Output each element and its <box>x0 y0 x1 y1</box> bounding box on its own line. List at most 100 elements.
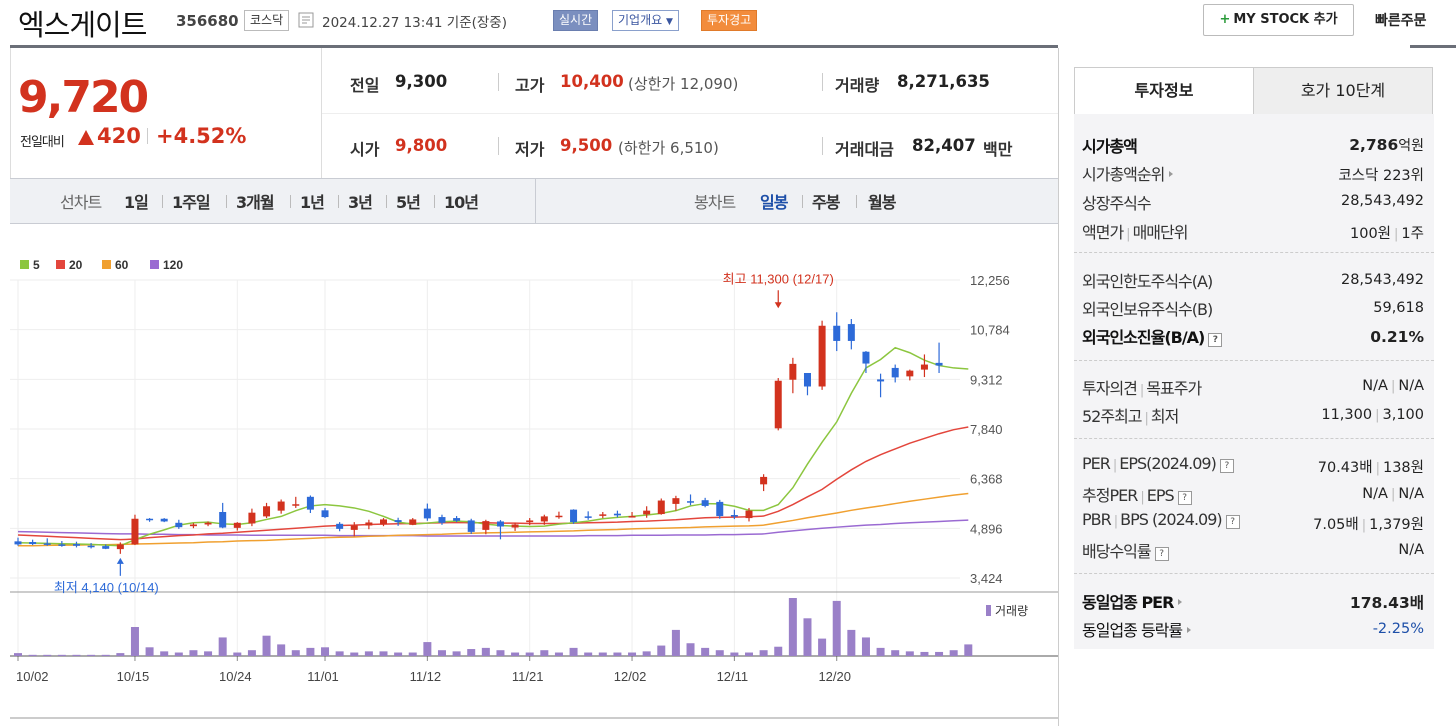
candle-up <box>657 500 665 515</box>
candle-monthly[interactable]: 월봉 <box>868 193 896 212</box>
target-value: N/A <box>1398 378 1424 394</box>
help-icon[interactable]: ? <box>1225 515 1240 529</box>
candle-up <box>555 515 563 518</box>
volume-bar <box>511 652 520 656</box>
legend-swatch <box>150 260 159 269</box>
opinion-target-value: N/A | N/A <box>1362 378 1424 394</box>
triangle-right-icon <box>1178 599 1183 605</box>
candle-down <box>72 544 80 546</box>
candle-up <box>380 519 387 525</box>
est-eps-label: EPS <box>1146 486 1175 505</box>
help-icon[interactable]: ? <box>1208 333 1223 347</box>
x-tick-label: 12/11 <box>717 669 749 684</box>
volume-bar <box>28 654 37 656</box>
amount-value: 82,407 <box>912 136 976 155</box>
candle-down <box>321 510 329 518</box>
volume-bar <box>291 650 300 656</box>
x-tick-label: 12/02 <box>614 669 647 684</box>
eps-label: EPS(2024.09) <box>1119 454 1217 473</box>
w52-low-value: 3,100 <box>1382 407 1424 423</box>
help-icon[interactable]: ? <box>1219 459 1234 473</box>
volume-bar <box>964 644 973 656</box>
w52-high-label: 52주최고 <box>1082 407 1143 426</box>
x-tick-label: 10/15 <box>117 669 150 684</box>
mcap-rank-value: 코스닥 223위 <box>1338 168 1424 184</box>
par-unit-label: 액면가 | 매매단위 <box>1082 219 1188 243</box>
divider <box>856 195 857 208</box>
triangle-right-icon <box>1169 171 1174 177</box>
prev-close-label: 전일 <box>350 76 380 95</box>
prev-close-value: 9,300 <box>395 72 448 91</box>
quick-order-button[interactable]: 빠른주문 <box>1375 13 1427 29</box>
warning-badge[interactable]: 투자경고 <box>701 10 758 31</box>
divider <box>1074 573 1434 574</box>
divider <box>434 195 435 208</box>
divider <box>498 137 499 155</box>
mcap-rank-link[interactable]: 시가총액순위 <box>1082 161 1174 185</box>
ma60-line <box>18 492 969 547</box>
help-icon[interactable]: ? <box>1177 491 1192 505</box>
period-1y[interactable]: 1년 <box>300 193 325 212</box>
volume-bar <box>87 654 96 656</box>
div-yield-label: 배당수익률? <box>1082 538 1169 562</box>
volume-bar <box>394 652 403 656</box>
divider: | <box>1375 408 1380 423</box>
industry-per-link[interactable]: 동일업종 PER <box>1082 589 1183 613</box>
per-label: PER <box>1082 454 1111 473</box>
tab-invest-info[interactable]: 투자정보 <box>1074 67 1254 115</box>
volume-bar <box>14 653 22 656</box>
volume-bar <box>861 637 870 656</box>
tab-hoga-10[interactable]: 호가 10단계 <box>1253 67 1433 115</box>
divider <box>535 179 536 223</box>
candle-down <box>467 520 475 532</box>
period-3y[interactable]: 3년 <box>348 193 373 212</box>
est-eps-value: N/A <box>1398 486 1424 502</box>
candle-daily[interactable]: 일봉 <box>760 193 788 212</box>
volume-bar <box>496 650 505 656</box>
open-value: 9,800 <box>395 136 448 155</box>
volume-bar <box>72 654 81 656</box>
price-chart[interactable]: 12,256 10,784 9,312 7,840 6,368 4,896 3,424 10/… <box>10 224 1058 726</box>
candle-down <box>613 513 621 516</box>
candle-up <box>643 510 651 515</box>
legend-label: 120 <box>163 258 183 272</box>
volume-bar <box>423 642 432 656</box>
volume-bar <box>891 650 900 656</box>
period-10y[interactable]: 10년 <box>444 193 479 212</box>
period-5y[interactable]: 5년 <box>396 193 421 212</box>
bps-label: BPS (2024.09) <box>1120 510 1223 529</box>
industry-change-link[interactable]: 동일업종 등락률 <box>1082 617 1192 641</box>
divider: | <box>1375 461 1380 476</box>
candle-down <box>306 496 314 510</box>
candle-up <box>263 506 271 517</box>
volume-value: 8,271,635 <box>897 72 990 91</box>
candle-down <box>146 518 154 521</box>
help-icon[interactable]: ? <box>1154 547 1169 561</box>
legend-swatch <box>56 260 65 269</box>
volume-bar <box>467 649 476 656</box>
per-eps-label: PER | EPS(2024.09)? <box>1082 454 1234 473</box>
invest-info-panel <box>1074 114 1434 649</box>
y-tick-label: 6,368 <box>970 472 1003 487</box>
foreign-ratio-label: 외국인소진율(B/A)? <box>1082 324 1223 348</box>
stock-name: 엑스게이트 <box>18 8 147 42</box>
up-arrow-icon <box>78 130 94 145</box>
period-3m[interactable]: 3개월 <box>236 193 275 212</box>
period-1d[interactable]: 1일 <box>124 193 149 212</box>
market-badge: 코스닥 <box>244 10 290 31</box>
stock-code: 356680 <box>176 12 239 30</box>
pbr-bps-value: 7.05배 | 1,379원 <box>1313 513 1424 534</box>
industry-change-value: -2.25% <box>1372 621 1424 637</box>
company-info-dropdown[interactable]: 기업개요 ▼ <box>612 10 679 31</box>
volume-bar <box>204 651 213 656</box>
realtime-button[interactable]: 실시간 <box>553 10 599 31</box>
volume-bar <box>160 651 169 656</box>
add-mystock-button[interactable]: + MY STOCK 추가 <box>1203 4 1354 36</box>
candle-up <box>116 544 124 550</box>
candle-weekly[interactable]: 주봉 <box>812 193 840 212</box>
period-1w[interactable]: 1주일 <box>172 193 211 212</box>
volume-bar <box>642 651 651 656</box>
candle-up <box>365 522 373 526</box>
volume-bar <box>730 652 739 656</box>
divider <box>1074 438 1434 439</box>
